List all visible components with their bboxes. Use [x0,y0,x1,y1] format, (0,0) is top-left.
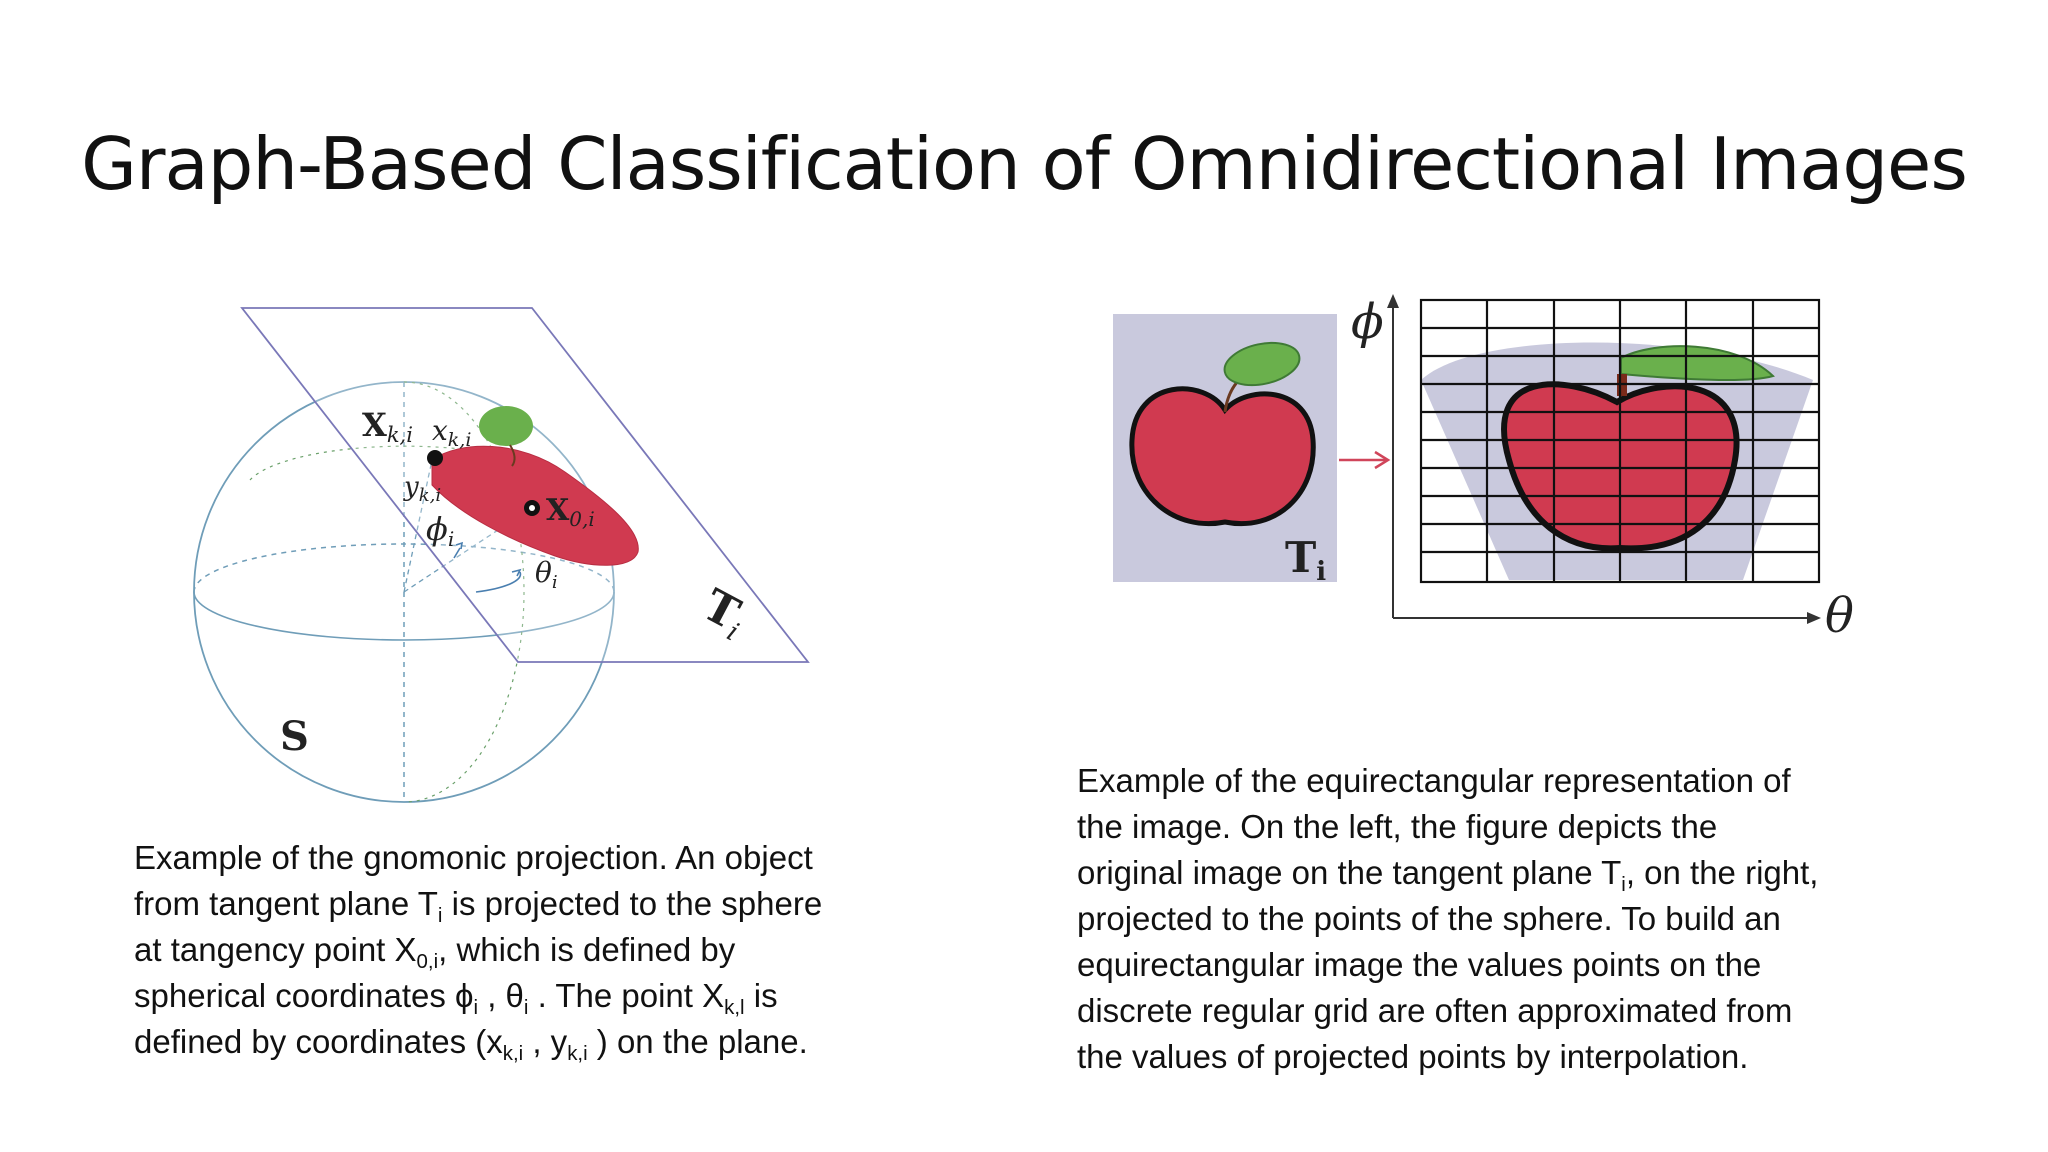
phi-arc [453,547,461,559]
projected-leaf [479,406,533,446]
gnomonic-projection-figure: Xk,i xk,i yk,i ϕi X0,i θi Ti S [193,307,810,803]
theta-arc [475,571,522,593]
equirectangular-caption: Example of the equirectangular represent… [1077,762,1819,1075]
tangent-apple [1129,386,1316,526]
sphere-meridian [403,381,525,803]
regular-grid [1419,298,1821,584]
label-x0: X0,i [546,493,595,531]
label-yk: yk,i [403,472,441,506]
label-panel-ti: Ti [1285,533,1326,587]
phi-axis-label: ϕ [1351,294,1384,350]
point-xk [427,450,443,466]
theta-axis-label: θ [1825,588,1854,644]
slide-title: Graph-Based Classification of Omnidirect… [81,122,1968,206]
label-sphere-s: S [280,713,309,760]
projected-stem [509,444,516,467]
label-xk-small: xk,i [432,414,471,451]
label-phi: ϕi [426,510,454,551]
gnomonic-caption: Example of the gnomonic projection. An o… [134,839,823,1066]
tangent-leaf [1223,341,1301,387]
label-theta: θi [535,556,558,593]
label-xk-bold: Xk,i [362,406,413,447]
equirect-leaf [1620,345,1775,381]
equirectangular-figure: Ti ϕ θ [1113,294,1854,644]
sphere-equator-front [193,591,615,641]
radius-line-2 [403,459,433,593]
